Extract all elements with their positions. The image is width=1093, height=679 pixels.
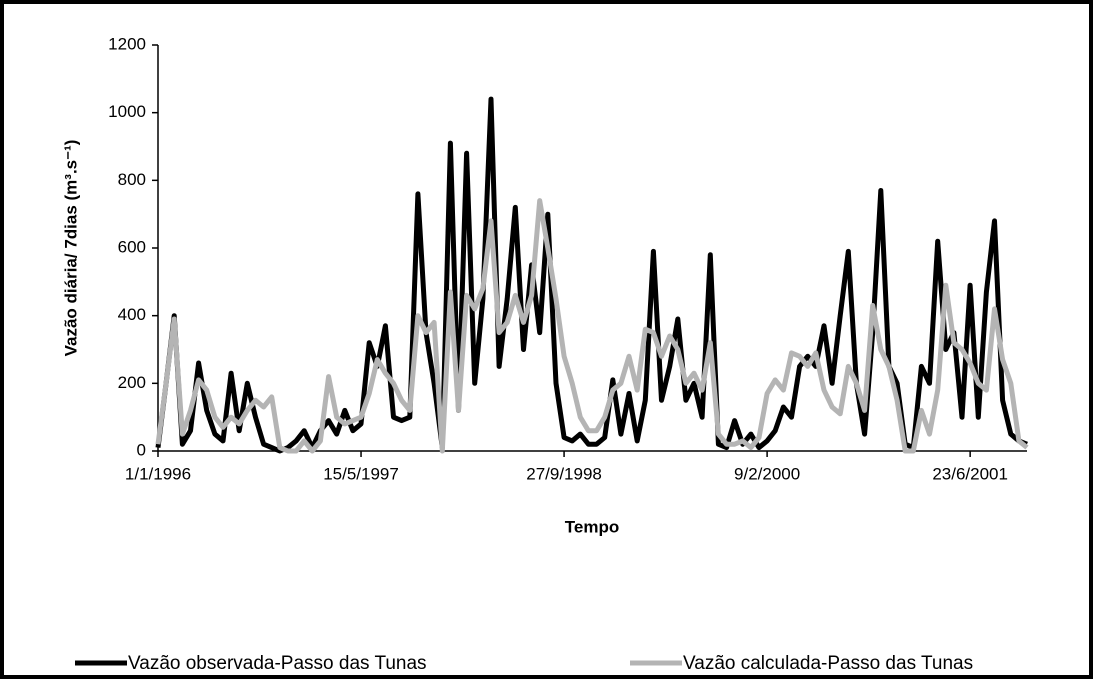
y-tick-label: 600 <box>118 237 146 256</box>
series-line <box>155 198 1029 454</box>
x-axis-label: Tempo <box>565 517 619 536</box>
y-tick-label: 0 <box>137 440 146 459</box>
y-tick-label: 800 <box>118 170 146 189</box>
y-axis-label: Vazão diária/ 7dias (m³.s⁻¹) <box>61 140 80 357</box>
series-line <box>155 96 1028 454</box>
x-tick-label: 27/9/1998 <box>526 464 602 483</box>
y-tick-label: 400 <box>118 305 146 324</box>
legend-label: Vazão observada-Passo das Tunas <box>128 653 427 674</box>
y-tick-label: 200 <box>118 373 146 392</box>
x-tick-label: 23/6/2001 <box>932 464 1008 483</box>
legend-label: Vazão calculada-Passo das Tunas <box>683 653 973 674</box>
x-tick-label: 9/2/2000 <box>734 464 800 483</box>
x-tick-label: 1/1/1996 <box>125 464 191 483</box>
x-tick-label: 15/5/1997 <box>323 464 399 483</box>
y-tick-label: 1200 <box>108 34 146 53</box>
y-tick-label: 1000 <box>108 102 146 121</box>
